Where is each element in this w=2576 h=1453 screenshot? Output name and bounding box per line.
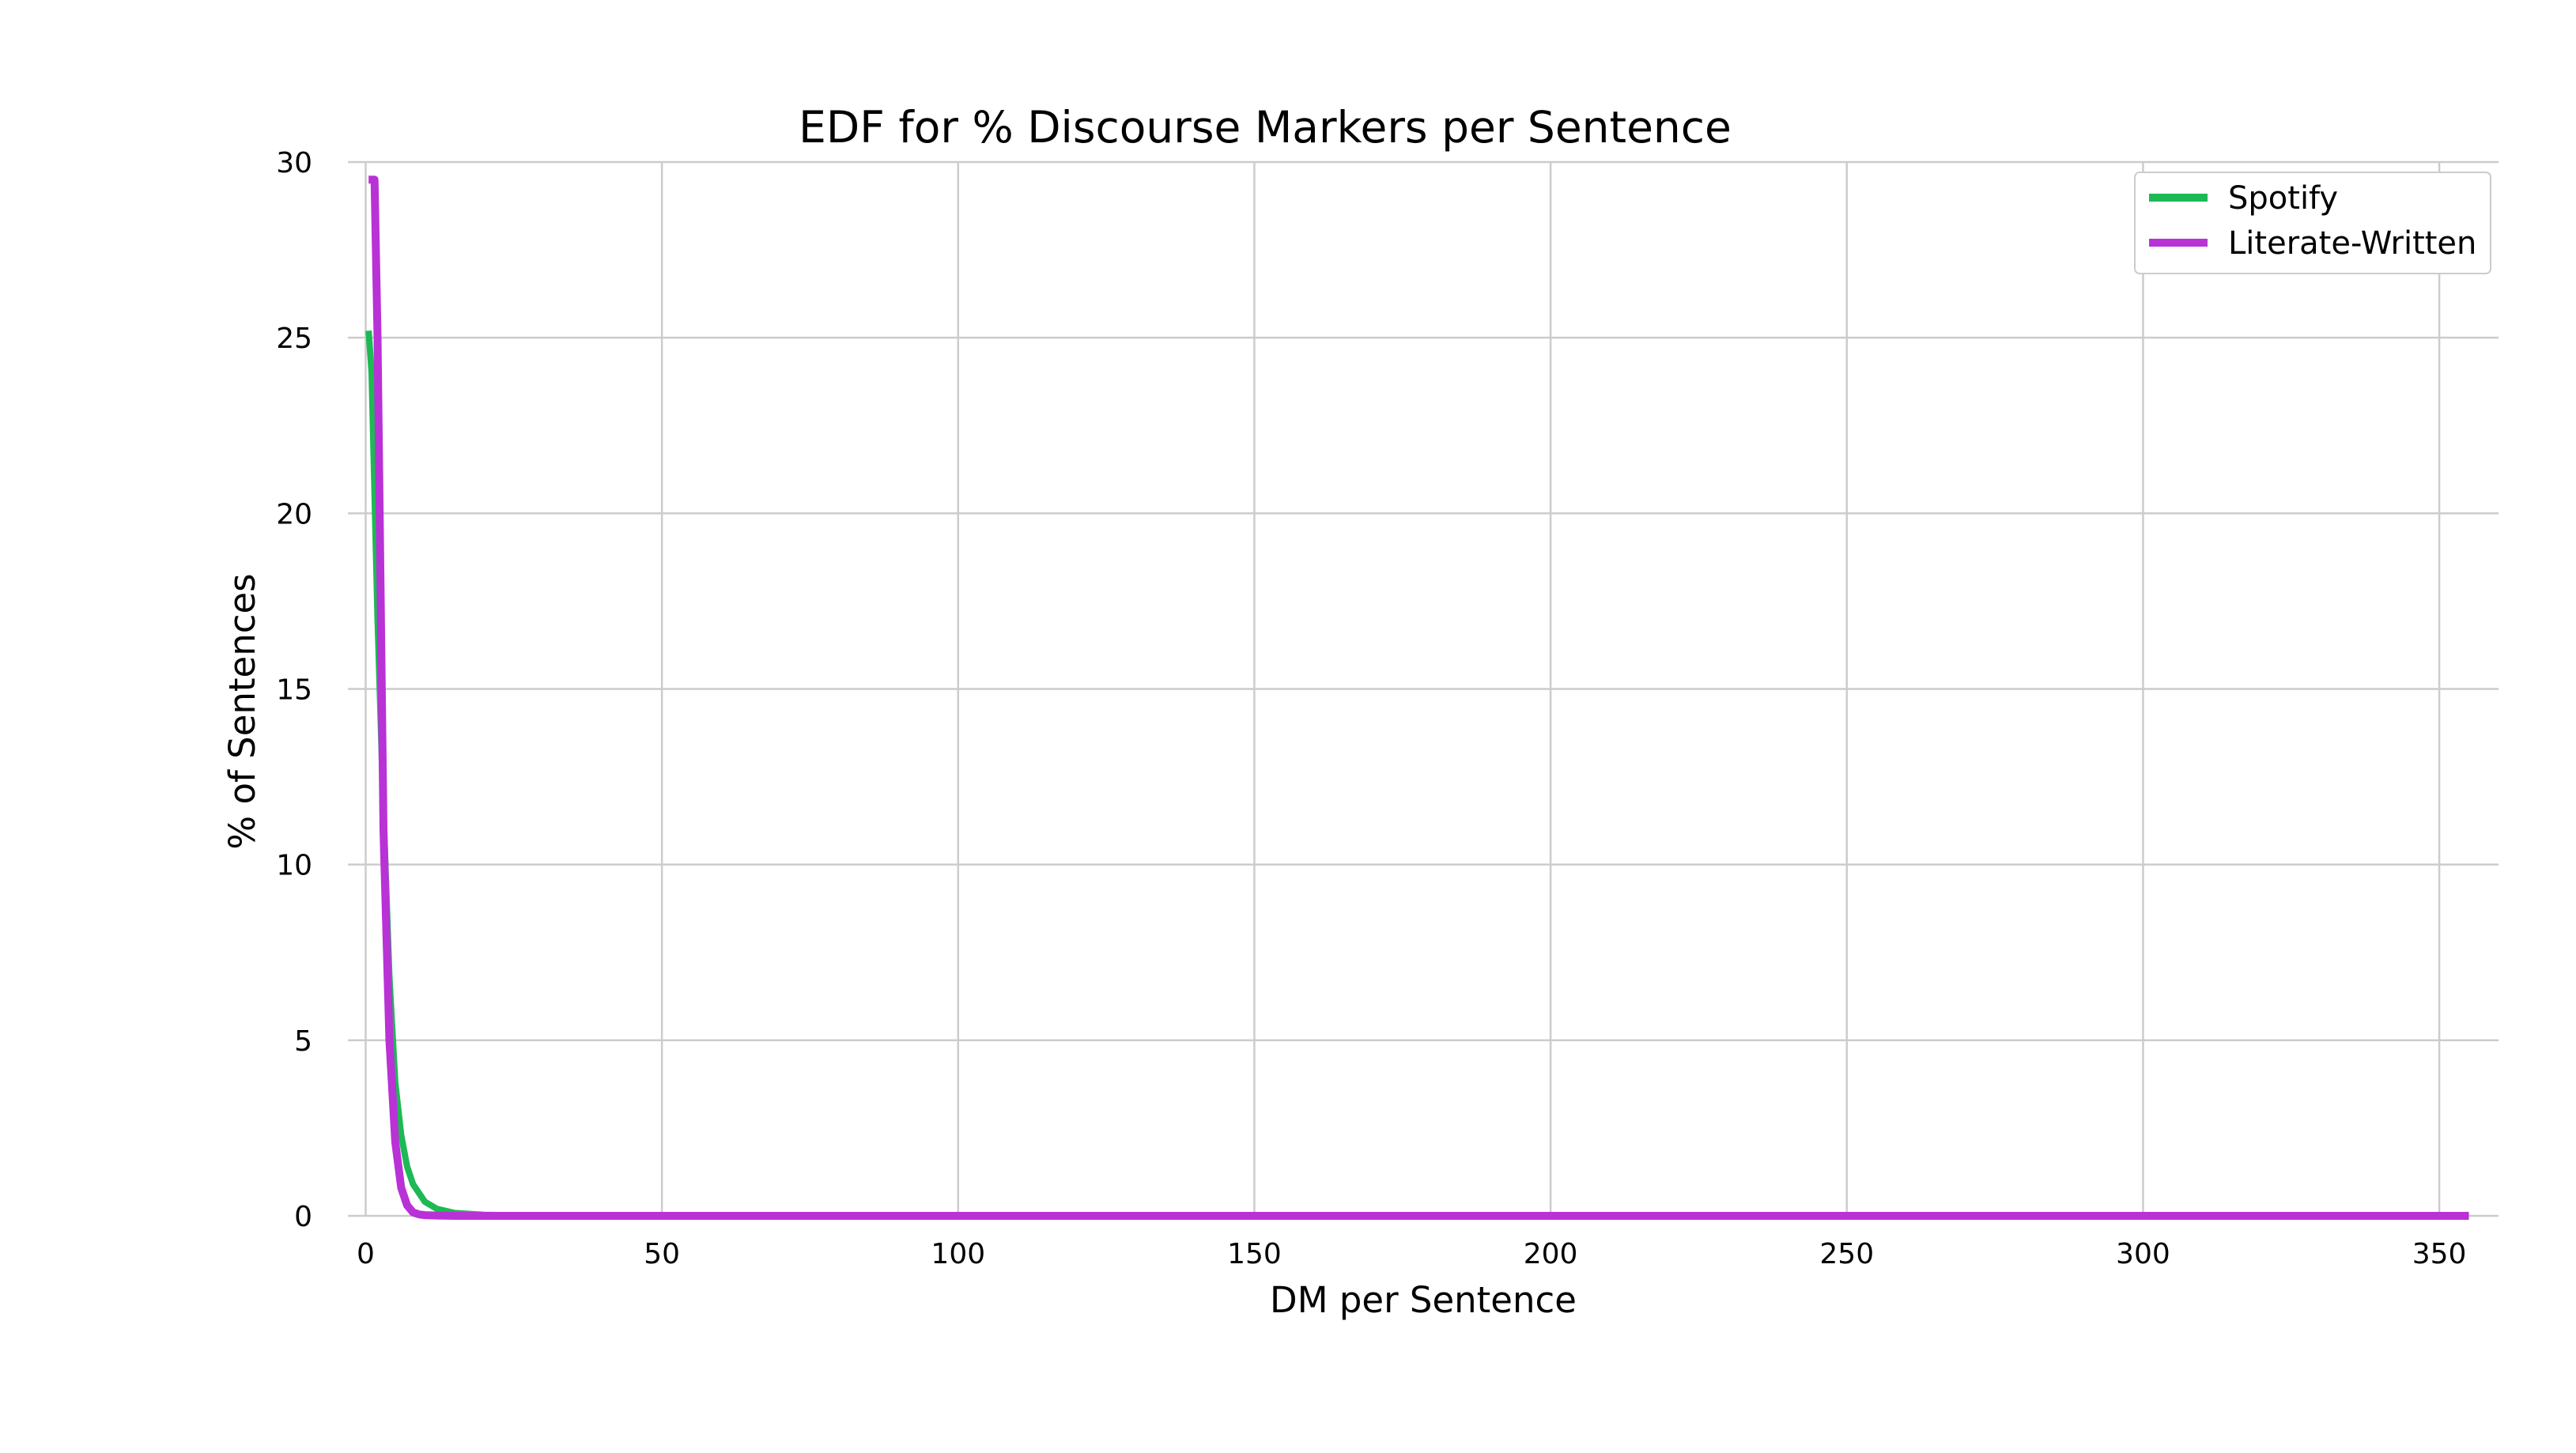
x-axis-label: DM per Sentence xyxy=(1270,1279,1577,1321)
legend-box xyxy=(2134,172,2491,274)
x-tick-label-50: 50 xyxy=(644,1238,680,1270)
series-line-spotify xyxy=(365,330,2469,1219)
chart-title: EDF for % Discourse Markers per Sentence xyxy=(799,102,1732,153)
legend-label-spotify: Spotify xyxy=(2228,180,2338,217)
y-tick-label-20: 20 xyxy=(276,498,312,530)
grid-lines xyxy=(348,160,2499,1217)
x-tick-label-200: 200 xyxy=(1524,1238,1578,1270)
y-tick-label-25: 25 xyxy=(276,323,312,355)
y-tick-label-10: 10 xyxy=(276,850,312,882)
x-tick-label-100: 100 xyxy=(931,1238,985,1270)
y-tick-label-5: 5 xyxy=(294,1025,312,1058)
y-tick-label-0: 0 xyxy=(294,1201,312,1233)
x-tick-label-0: 0 xyxy=(357,1238,375,1270)
x-tick-label-150: 150 xyxy=(1227,1238,1282,1270)
series-lines xyxy=(365,175,2469,1220)
x-tick-label-300: 300 xyxy=(2116,1238,2170,1270)
y-axis-label: % of Sentences xyxy=(221,573,263,849)
legend: Spotify Literate-Written xyxy=(2134,172,2491,274)
y-tick-label-15: 15 xyxy=(276,674,312,707)
series-line-literate-written xyxy=(368,175,2469,1220)
y-tick-label-30: 30 xyxy=(276,147,312,179)
x-tick-label-350: 350 xyxy=(2412,1238,2467,1270)
legend-label-literate-written: Literate-Written xyxy=(2228,225,2476,262)
x-tick-label-250: 250 xyxy=(1819,1238,1874,1270)
